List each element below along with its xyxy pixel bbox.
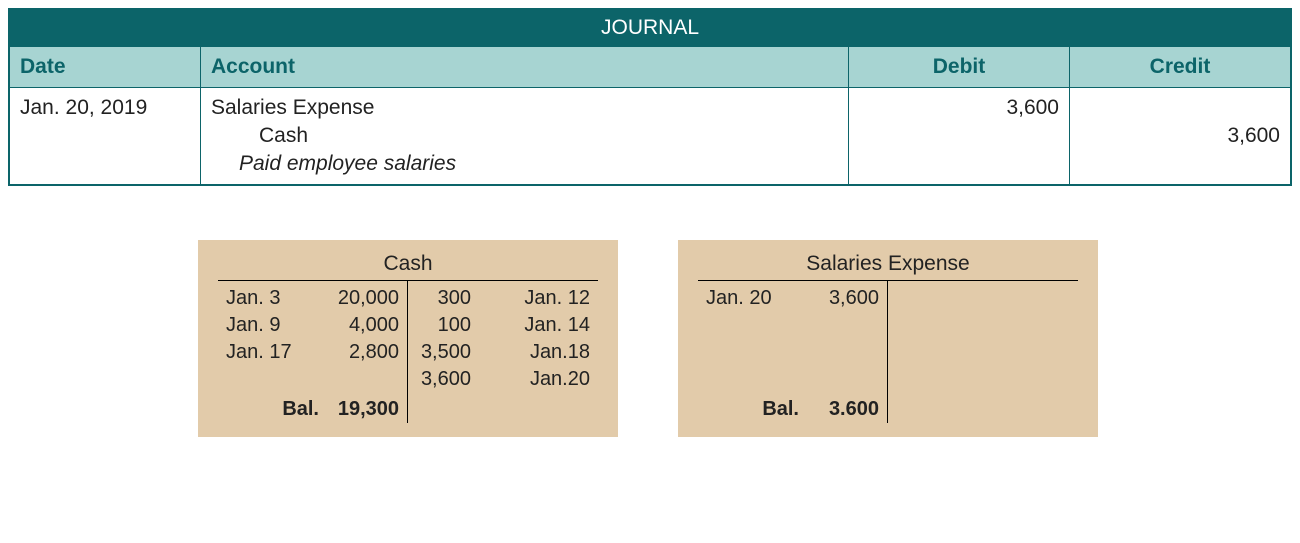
spacer-row xyxy=(706,366,879,393)
header-credit: Credit xyxy=(1070,47,1292,88)
t-account-debit-row: Jan. 20 3,600 xyxy=(706,285,879,312)
t-accounts-row: Cash Jan. 3 20,000 Jan. 9 4,000 Jan. 17 … xyxy=(198,240,1292,437)
t-account-debit-row: Jan. 9 4,000 xyxy=(226,312,399,339)
entry-debit-1: 3,600 xyxy=(849,88,1070,123)
t-account-title: Cash xyxy=(218,252,598,280)
journal-line-desc: Paid employee salaries xyxy=(9,150,1291,185)
entry-debit-2 xyxy=(849,122,1070,150)
t-account-debit-side: Jan. 3 20,000 Jan. 9 4,000 Jan. 17 2,800… xyxy=(218,281,408,423)
t-account-credit-row: 3,600 Jan.20 xyxy=(416,366,590,393)
journal-title-row: JOURNAL xyxy=(9,9,1291,47)
header-account: Account xyxy=(201,47,849,88)
t-account-balance: Bal. 3.600 xyxy=(706,395,879,423)
t-account-credit-side xyxy=(888,281,1078,423)
header-date: Date xyxy=(9,47,201,88)
t-account-debit-row: Jan. 17 2,800 xyxy=(226,339,399,366)
t-account-body: Jan. 20 3,600 Bal. 3.600 xyxy=(698,280,1078,423)
t-account-credit-row: 300 Jan. 12 xyxy=(416,285,590,312)
t-account-credit-side: 300 Jan. 12 100 Jan. 14 3,500 Jan.18 3,6… xyxy=(408,281,598,423)
t-account-debit-side: Jan. 20 3,600 Bal. 3.600 xyxy=(698,281,888,423)
entry-date: Jan. 20, 2019 xyxy=(9,88,201,123)
t-account-title: Salaries Expense xyxy=(698,252,1078,280)
entry-account-1: Salaries Expense xyxy=(201,88,849,123)
journal-line-1: Jan. 20, 2019 Salaries Expense 3,600 xyxy=(9,88,1291,123)
entry-credit-2: 3,600 xyxy=(1070,122,1292,150)
t-account-debit-row: Jan. 3 20,000 xyxy=(226,285,399,312)
header-debit: Debit xyxy=(849,47,1070,88)
journal-line-2: Cash 3,600 xyxy=(9,122,1291,150)
t-account-credit-row: 100 Jan. 14 xyxy=(416,312,590,339)
entry-credit-1 xyxy=(1070,88,1292,123)
t-account-body: Jan. 3 20,000 Jan. 9 4,000 Jan. 17 2,800… xyxy=(218,280,598,423)
t-account-credit-row: 3,500 Jan.18 xyxy=(416,339,590,366)
t-account-balance: Bal. 19,300 xyxy=(226,395,399,423)
spacer-row xyxy=(226,366,399,393)
journal-header-row: Date Account Debit Credit xyxy=(9,47,1291,88)
entry-description: Paid employee salaries xyxy=(201,150,849,185)
spacer-row xyxy=(706,339,879,366)
entry-account-2: Cash xyxy=(201,122,849,150)
journal-title: JOURNAL xyxy=(9,9,1291,47)
journal-table: JOURNAL Date Account Debit Credit Jan. 2… xyxy=(8,8,1292,186)
spacer-row xyxy=(706,312,879,339)
journal-page: JOURNAL Date Account Debit Credit Jan. 2… xyxy=(8,8,1292,437)
t-account-salaries-expense: Salaries Expense Jan. 20 3,600 Bal. 3.60… xyxy=(678,240,1098,437)
t-account-cash: Cash Jan. 3 20,000 Jan. 9 4,000 Jan. 17 … xyxy=(198,240,618,437)
